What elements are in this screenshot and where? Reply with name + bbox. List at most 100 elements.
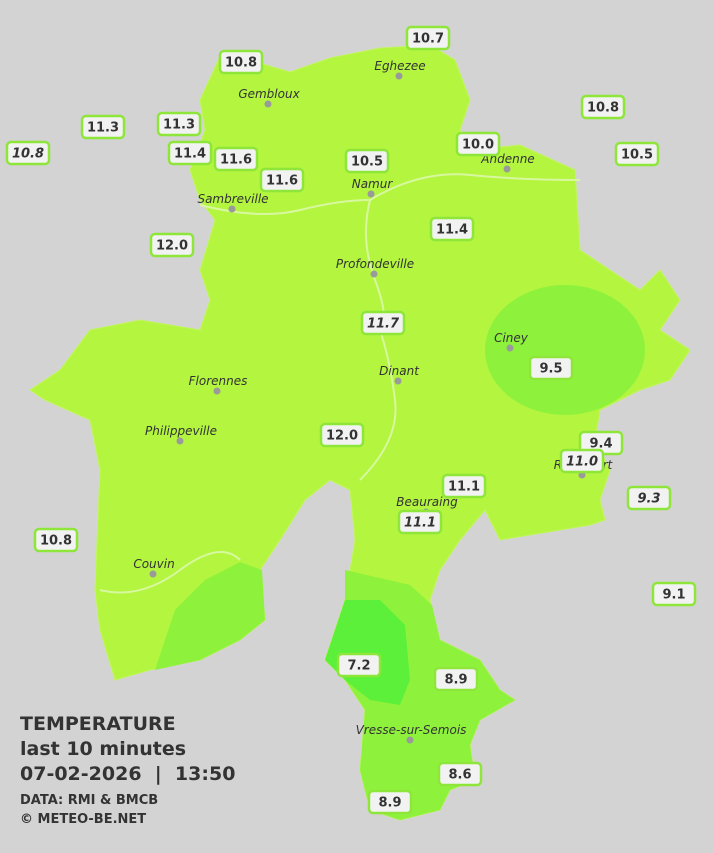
station-box: [651, 581, 697, 607]
station-box: [614, 141, 660, 167]
city-dot: [228, 205, 236, 213]
city-dot: [394, 377, 402, 385]
station: 10.8: [218, 49, 264, 75]
city-dot: [503, 165, 511, 173]
city-dot: [406, 736, 414, 744]
station: 9.3: [626, 485, 672, 511]
station-value: 10.8: [40, 534, 72, 549]
station-box: [580, 94, 626, 120]
river: [199, 173, 581, 215]
city-label: Philippeville: [145, 424, 217, 438]
station-box: [80, 114, 126, 140]
station-value: 8.9: [444, 673, 467, 688]
station: 11.7: [360, 310, 406, 336]
station-value: 9.4: [589, 437, 612, 452]
station-box: [218, 49, 264, 75]
station-value: 12.0: [156, 239, 188, 254]
station-box: [455, 131, 501, 157]
station-box: [5, 140, 51, 166]
station-box: [367, 789, 413, 815]
station: 11.1: [397, 509, 443, 535]
station: 9.5: [528, 355, 574, 381]
city-label: Vresse-sur-Semois: [356, 723, 467, 737]
station: 10.0: [455, 131, 501, 157]
station-value: 10.5: [351, 155, 383, 170]
station: 11.6: [259, 167, 305, 193]
station-value: 11.6: [220, 153, 252, 168]
stations: 10.7 10.8 10.8 11.3 11.3 10.8 11.4 11.6 10.5 10.0…: [5, 25, 697, 815]
station-value: 10.0: [462, 138, 494, 153]
city-dot: [176, 437, 184, 445]
station-value: 9.5: [539, 362, 562, 377]
station: 11.4: [167, 140, 213, 166]
station-value: 11.7: [367, 317, 400, 332]
station-value: 9.1: [662, 588, 685, 603]
datetime: 07-02-2026 | 13:50: [20, 763, 235, 785]
station: 11.1: [441, 473, 487, 499]
city-label: Eghezee: [374, 59, 425, 73]
station-value: 11.1: [448, 480, 480, 495]
station-value: 8.6: [448, 768, 471, 783]
station-value: 11.6: [266, 174, 298, 189]
station: 9.1: [651, 581, 697, 607]
station-box: [360, 310, 406, 336]
station: 10.8: [580, 94, 626, 120]
city-label: Profondeville: [336, 257, 414, 271]
station-box: [149, 232, 195, 258]
credit: © METEO-BE.NET: [20, 812, 146, 827]
city-dot: [367, 190, 375, 198]
city-dot: [149, 570, 157, 578]
city-label: Gembloux: [238, 87, 300, 101]
station-box: [213, 146, 259, 172]
station-value: 11.3: [163, 118, 195, 133]
city-label: Ciney: [494, 331, 529, 345]
station-value: 12.0: [326, 429, 358, 444]
station-box: [559, 448, 605, 474]
station-value: 11.0: [566, 455, 598, 470]
station-box: [33, 527, 79, 553]
station: 11.3: [156, 111, 202, 137]
city-dot: [506, 344, 514, 352]
city-dot: [395, 72, 403, 80]
station: 11.0: [559, 448, 605, 474]
station: 8.6: [437, 761, 483, 787]
station-value: 11.4: [436, 223, 468, 238]
station-value: 8.9: [378, 796, 401, 811]
station: 10.7: [405, 25, 451, 51]
station: 12.0: [319, 422, 365, 448]
station: 8.9: [433, 666, 479, 692]
title: TEMPERATURE: [20, 713, 176, 735]
station: 11.3: [80, 114, 126, 140]
station-value: 10.5: [621, 148, 653, 163]
station-value: 7.2: [347, 659, 370, 674]
city-dot: [370, 270, 378, 278]
station: 11.6: [213, 146, 259, 172]
river: [99, 551, 241, 594]
station: 10.5: [614, 141, 660, 167]
station: 10.8: [33, 527, 79, 553]
cold-zone: [325, 600, 410, 705]
station: 12.0: [149, 232, 195, 258]
station-value: 10.7: [412, 32, 444, 47]
station: 10.8: [5, 140, 51, 166]
station-box: [336, 652, 382, 678]
station-box: [167, 140, 213, 166]
station: 11.4: [429, 216, 475, 242]
period: last 10 minutes: [20, 738, 186, 760]
station-box: [433, 666, 479, 692]
station: 8.9: [367, 789, 413, 815]
station-value: 11.3: [87, 121, 119, 136]
station: 10.5: [344, 148, 390, 174]
station-value: 11.4: [174, 147, 206, 162]
city-label: Beauraing: [396, 495, 458, 509]
station-box: [429, 216, 475, 242]
city-label: Florennes: [189, 374, 248, 388]
station-box: [156, 111, 202, 137]
station-box: [259, 167, 305, 193]
cool-zone: [155, 562, 265, 670]
station-value: 10.8: [12, 147, 44, 162]
city-dot: [264, 100, 272, 108]
city-dot: [213, 387, 221, 395]
city-label: Namur: [352, 177, 394, 191]
